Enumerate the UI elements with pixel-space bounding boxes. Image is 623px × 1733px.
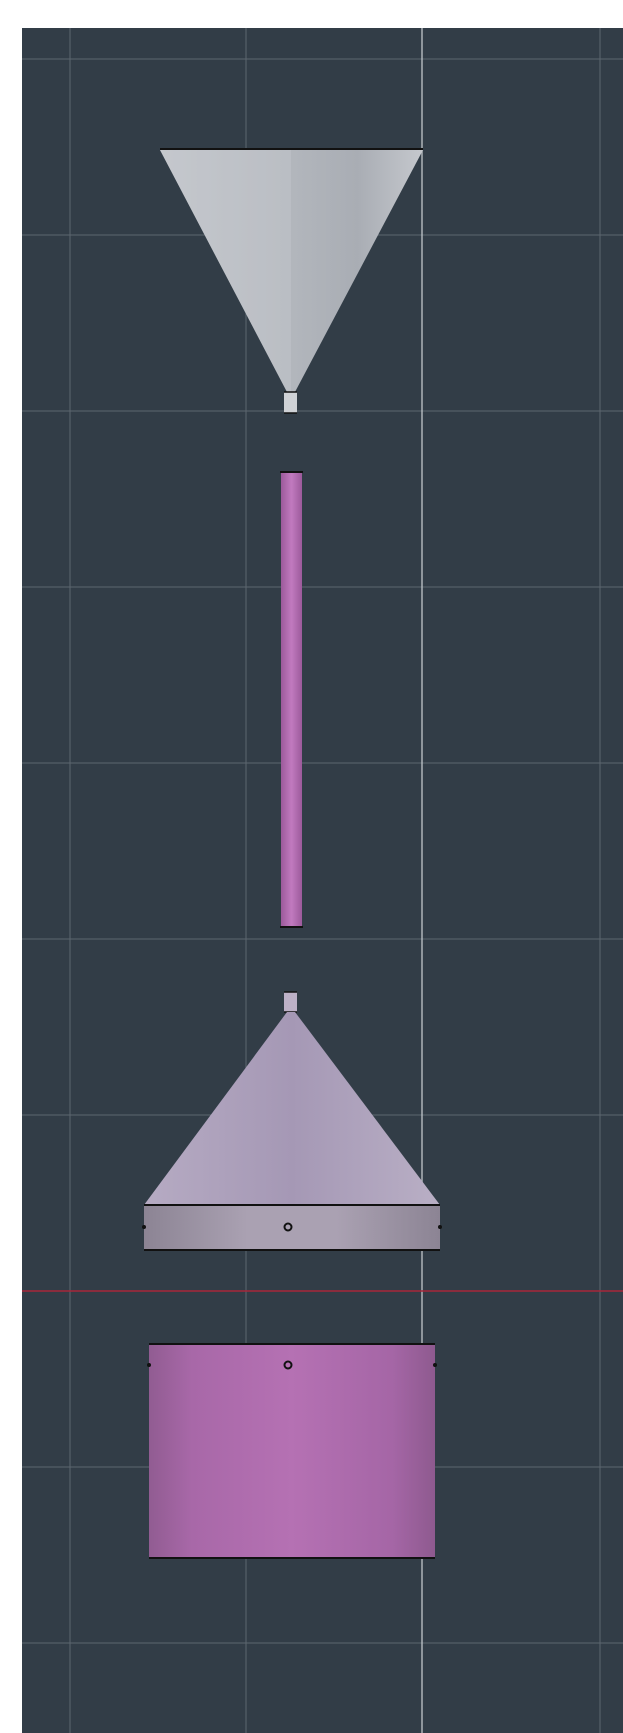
base-center-point (283, 1360, 293, 1370)
lid-edge-point-right (438, 1225, 442, 1229)
base-edge-point-left (147, 1363, 151, 1367)
lid-center-point (283, 1222, 293, 1232)
funnel-top-cone[interactable] (160, 148, 423, 392)
lid-rim[interactable] (142, 1204, 442, 1251)
3d-viewport[interactable] (22, 28, 623, 1733)
base-edge-point-right (433, 1363, 437, 1367)
funnel-tip[interactable] (284, 391, 297, 414)
base-cylinder[interactable] (147, 1343, 437, 1559)
lid-cone[interactable] (144, 1012, 440, 1205)
lid-edge-point-left (142, 1225, 146, 1229)
stem-rod[interactable] (280, 471, 303, 928)
lid-knob[interactable] (284, 991, 297, 1013)
